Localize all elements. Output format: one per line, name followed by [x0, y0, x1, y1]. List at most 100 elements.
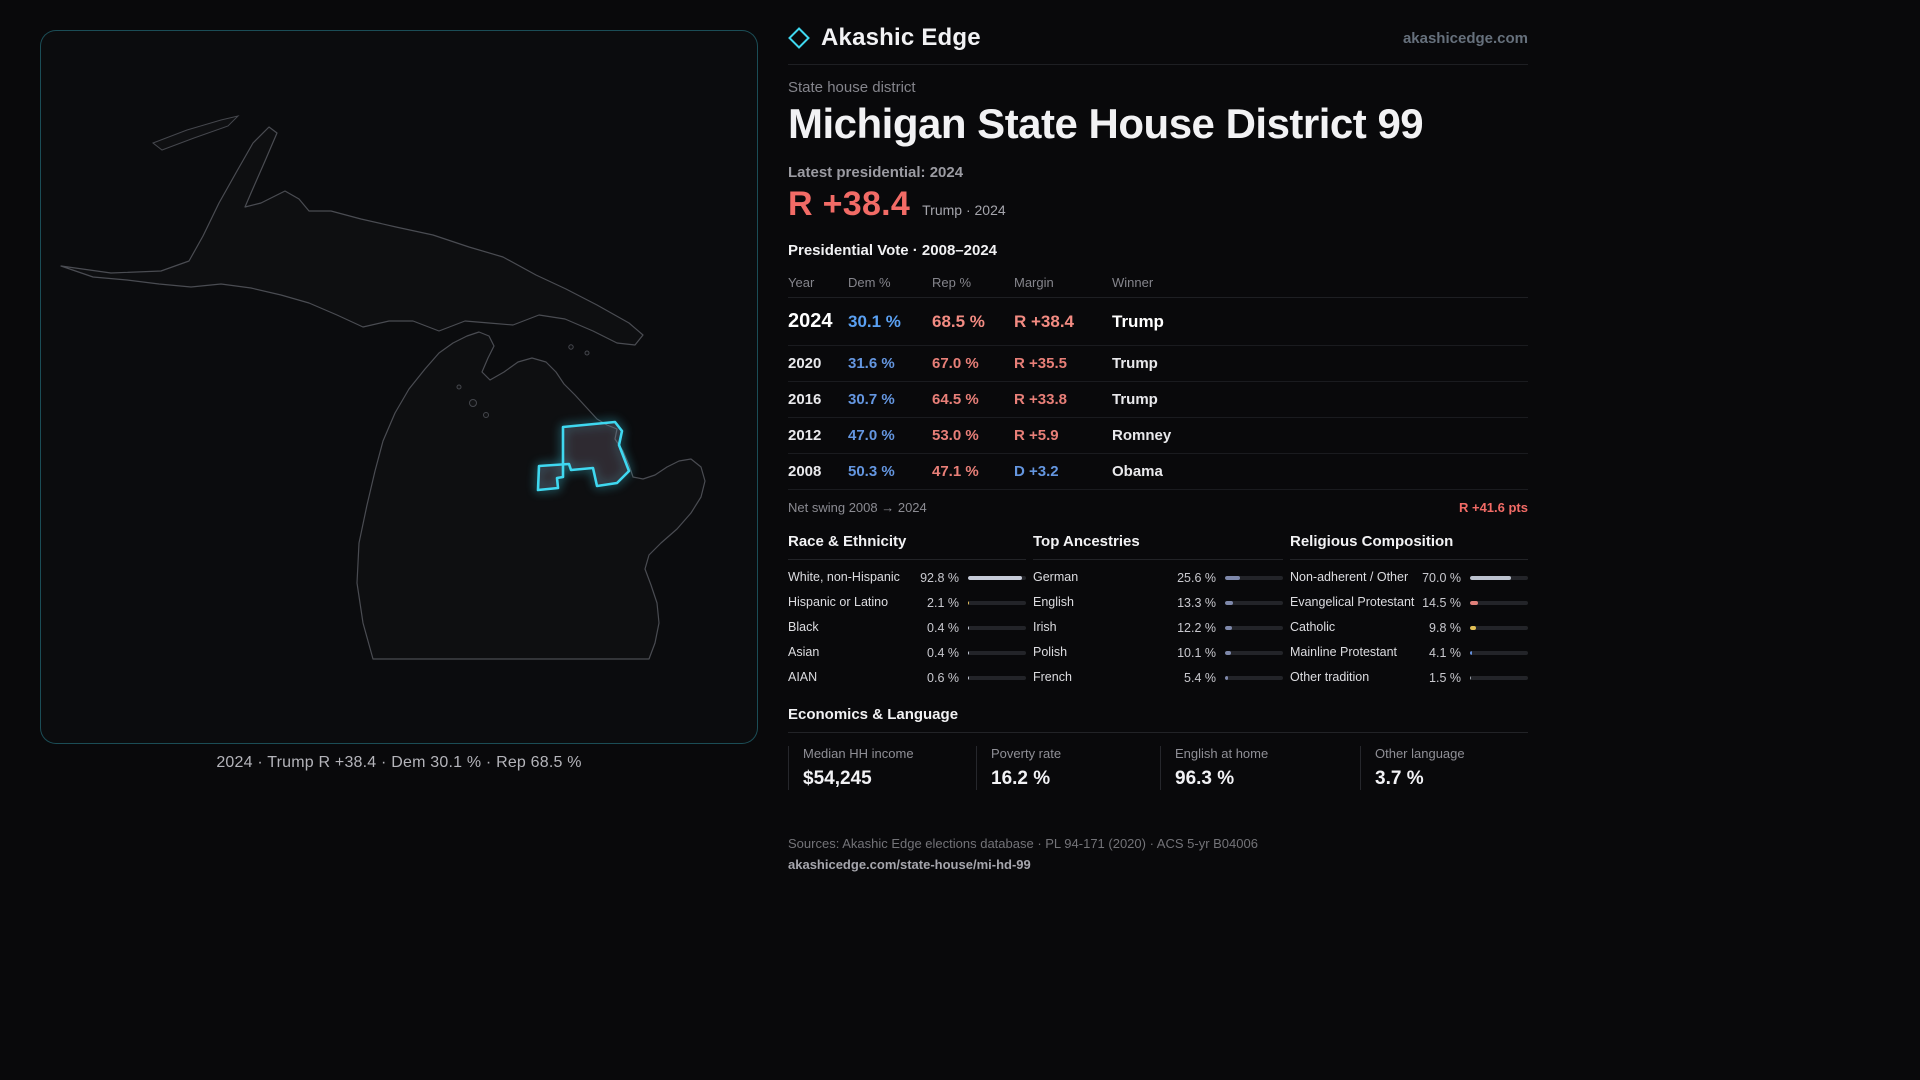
- religion-title: Religious Composition: [1290, 533, 1528, 560]
- cell-margin: R +5.9: [1014, 427, 1059, 444]
- stat-value: 3.7 %: [1375, 768, 1424, 789]
- permalink[interactable]: akashicedge.com/state-house/mi-hd-99: [788, 857, 1031, 872]
- ancestry-row: English 13.3 %: [1033, 590, 1283, 615]
- cell-winner: Trump: [1112, 391, 1158, 408]
- cell-dem: 47.0 %: [848, 427, 895, 444]
- demo-bar: [1470, 650, 1528, 655]
- demo-label: Mainline Protestant: [1290, 644, 1398, 659]
- demo-value: 10.1 %: [1177, 645, 1216, 660]
- ancestry-row: Polish 10.1 %: [1033, 640, 1283, 665]
- ancestry-row: German 25.6 %: [1033, 565, 1283, 590]
- demo-bar: [1225, 600, 1283, 605]
- demo-bar: [1225, 675, 1283, 680]
- religion-row: Evangelical Protestant 14.5 %: [1290, 590, 1528, 615]
- stat-poverty-rate: Poverty rate 16.2 %: [976, 746, 1160, 790]
- table-header-row: Year Dem % Rep % Margin Winner: [788, 269, 1528, 298]
- table-row-2024: 2024 30.1 % 68.5 % R +38.4 Trump: [788, 298, 1528, 346]
- district-99-shape[interactable]: [536, 420, 631, 492]
- col-header-margin: Margin: [1014, 275, 1054, 290]
- cell-rep: 53.0 %: [932, 427, 979, 444]
- table-row-2020: 2020 31.6 % 67.0 % R +35.5 Trump: [788, 346, 1528, 382]
- demo-bar: [1225, 625, 1283, 630]
- stat-english-at-home: English at home 96.3 %: [1160, 746, 1360, 790]
- cell-winner: Trump: [1112, 355, 1158, 372]
- stat-label: Median HH income: [803, 746, 914, 761]
- demo-value: 25.6 %: [1177, 570, 1216, 585]
- demo-value: 9.8 %: [1429, 620, 1461, 635]
- demo-bar: [1470, 625, 1528, 630]
- demo-value: 1.5 %: [1429, 670, 1461, 685]
- demo-label: Hispanic or Latino: [788, 594, 889, 609]
- race-row: White, non-Hispanic 92.8 %: [788, 565, 1026, 590]
- ancestry-row: French 5.4 %: [1033, 665, 1283, 690]
- cell-rep: 68.5 %: [932, 312, 985, 331]
- headline-sub: Trump · 2024: [922, 202, 1006, 218]
- cell-year: 2008: [788, 463, 822, 480]
- demo-bar: [1470, 675, 1528, 680]
- brand: Akashic Edge: [788, 24, 981, 52]
- demo-label: German: [1033, 569, 1079, 584]
- demo-value: 2.1 %: [927, 595, 959, 610]
- stat-label: Poverty rate: [991, 746, 1062, 761]
- isle-royale-shape: [151, 115, 240, 151]
- col-header-dem: Dem %: [848, 275, 891, 290]
- site-link[interactable]: akashicedge.com: [1402, 29, 1528, 47]
- religion-row: Other tradition 1.5 %: [1290, 665, 1528, 690]
- table-row-2016: 2016 30.7 % 64.5 % R +33.8 Trump: [788, 382, 1528, 418]
- cell-dem: 30.7 %: [848, 391, 895, 408]
- race-row: AIAN 0.6 %: [788, 665, 1026, 690]
- religion-row: Catholic 9.8 %: [1290, 615, 1528, 640]
- race-row: Asian 0.4 %: [788, 640, 1026, 665]
- page-title: Michigan State House District 99: [788, 100, 1424, 147]
- table-row-2008: 2008 50.3 % 47.1 % D +3.2 Obama: [788, 454, 1528, 490]
- strait-island-shape: [584, 350, 590, 356]
- race-column: Race & Ethnicity White, non-Hispanic 92.…: [788, 533, 1026, 690]
- sources-line: Sources: Akashic Edge elections database…: [788, 836, 1258, 851]
- demographics-section: Race & Ethnicity White, non-Hispanic 92.…: [788, 533, 1528, 690]
- stat-value: 16.2 %: [991, 768, 1051, 789]
- strait-island-shape: [568, 344, 574, 350]
- cell-dem: 50.3 %: [848, 463, 895, 480]
- michigan-map: [60, 115, 706, 660]
- cell-year: 2012: [788, 427, 822, 444]
- demo-bar: [1470, 600, 1528, 605]
- stat-label: Other language: [1375, 746, 1465, 761]
- demo-bar: [1225, 575, 1283, 580]
- demo-label: Polish: [1033, 644, 1068, 659]
- cell-margin: R +38.4: [1014, 312, 1075, 331]
- demo-value: 13.3 %: [1177, 595, 1216, 610]
- cell-dem: 30.1 %: [848, 312, 901, 331]
- upper-peninsula-shape: [60, 126, 644, 346]
- race-title: Race & Ethnicity: [788, 533, 1026, 560]
- demo-value: 5.4 %: [1184, 670, 1216, 685]
- demo-value: 0.4 %: [927, 645, 959, 660]
- cell-year: 2016: [788, 391, 822, 408]
- cell-dem: 31.6 %: [848, 355, 895, 372]
- demo-bar: [1225, 650, 1283, 655]
- cell-rep: 47.1 %: [932, 463, 979, 480]
- economics-title: Economics & Language: [788, 706, 1528, 733]
- demo-label: Evangelical Protestant: [1290, 594, 1415, 609]
- demo-label: Catholic: [1290, 619, 1336, 634]
- headline: R +38.4 Trump · 2024: [788, 185, 1528, 224]
- demo-value: 12.2 %: [1177, 620, 1216, 635]
- map-caption: 2024 · Trump R +38.4 · Dem 30.1 % · Rep …: [216, 754, 582, 771]
- cell-rep: 67.0 %: [932, 355, 979, 372]
- ancestries-column: Top Ancestries German 25.6 % English 13.…: [1033, 533, 1283, 690]
- race-row: Black 0.4 %: [788, 615, 1026, 640]
- demo-label: Non-adherent / Other: [1290, 569, 1409, 584]
- footer: Sources: Akashic Edge elections database…: [788, 836, 1528, 874]
- religion-row: Mainline Protestant 4.1 %: [1290, 640, 1528, 665]
- stat-value: $54,245: [803, 768, 872, 789]
- net-swing-row: Net swing 2008 → 2024 R +41.6 pts: [788, 490, 1528, 523]
- demo-bar: [968, 650, 1026, 655]
- demo-bar: [968, 600, 1026, 605]
- kicker: State house district: [788, 79, 916, 96]
- table-row-2012: 2012 47.0 % 53.0 % R +5.9 Romney: [788, 418, 1528, 454]
- cell-margin: R +33.8: [1014, 391, 1067, 408]
- demo-value: 4.1 %: [1429, 645, 1461, 660]
- brand-name: Akashic Edge: [821, 24, 981, 51]
- demo-label: Other tradition: [1290, 669, 1370, 684]
- economics-stats: Median HH income $54,245 Poverty rate 16…: [788, 746, 1528, 790]
- col-header-year: Year: [788, 275, 815, 290]
